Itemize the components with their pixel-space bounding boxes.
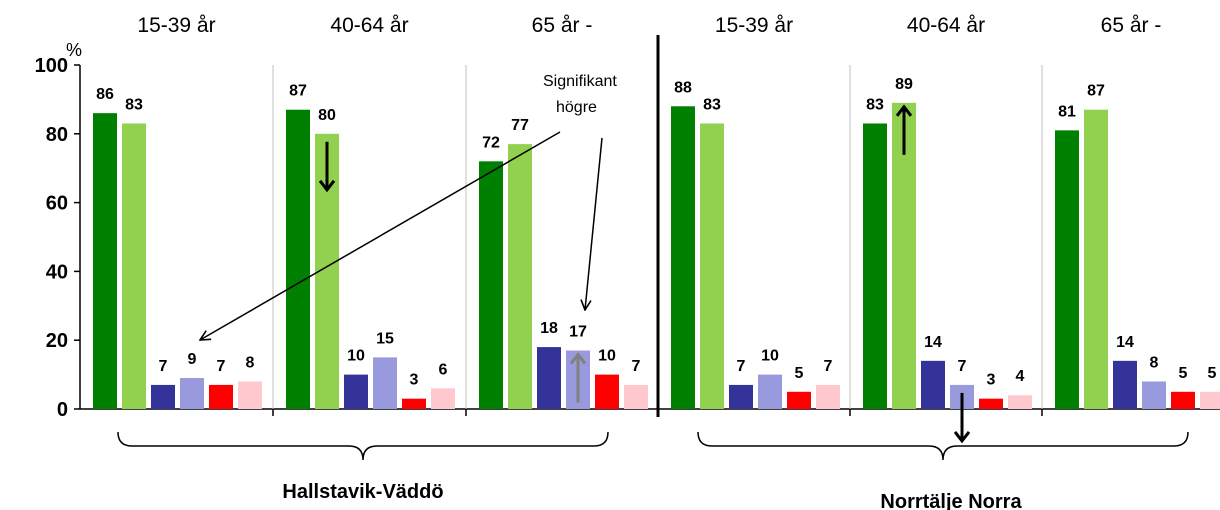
annotation-pointer: [585, 137, 603, 310]
bar: [508, 144, 532, 409]
bar: [1084, 109, 1108, 409]
region-brace: [697, 431, 1189, 461]
data-label: 7: [737, 358, 746, 375]
region-brace: [117, 431, 609, 461]
data-label: 88: [674, 79, 692, 96]
data-label: 7: [159, 358, 168, 375]
group-label: 15-39 år: [715, 14, 793, 37]
annotation-pointer: [200, 131, 561, 340]
bar: [787, 391, 811, 409]
bar: [816, 384, 840, 409]
bars: [93, 102, 1220, 410]
y-tick-label: 80: [46, 124, 68, 146]
data-label: 83: [866, 96, 884, 113]
bar: [209, 384, 233, 409]
y-tick-label: 100: [35, 55, 68, 77]
bar: [479, 161, 503, 409]
data-label: 10: [598, 348, 616, 365]
bar: [402, 398, 426, 409]
bar: [93, 113, 117, 409]
data-label: 17: [569, 324, 587, 341]
bar: [1200, 391, 1220, 409]
data-label: 5: [795, 365, 804, 382]
group-label: 40-64 år: [907, 14, 985, 37]
bar: [151, 384, 175, 409]
data-label: 14: [1116, 334, 1134, 351]
significance-arrowhead: [569, 352, 587, 365]
bar: [122, 123, 146, 409]
bar: [863, 123, 887, 409]
data-label: 3: [410, 372, 419, 389]
data-label: 8: [246, 354, 255, 371]
group-label: 65 år -: [1101, 14, 1162, 37]
data-label: 72: [482, 134, 500, 151]
y-tick-label: 0: [57, 399, 68, 421]
bar: [238, 381, 262, 409]
y-axis-unit: %: [66, 40, 82, 60]
bar: [979, 398, 1003, 409]
bar: [286, 109, 310, 409]
region-label: Norrtälje Norra: [880, 491, 1022, 510]
bar: [180, 378, 204, 409]
bar: [671, 106, 695, 409]
data-label: 15: [376, 330, 394, 347]
bar: [729, 384, 753, 409]
region-label: Hallstavik-Väddö: [282, 481, 443, 503]
bar: [537, 347, 561, 409]
data-label: 18: [540, 320, 558, 337]
annotations: Signifikant högre: [200, 73, 971, 444]
bar: [595, 374, 619, 409]
bar: [1008, 395, 1032, 409]
bar: [1171, 391, 1195, 409]
annotation-text: Signifikant högre: [543, 73, 617, 116]
data-label: 7: [824, 358, 833, 375]
data-label: 10: [347, 348, 365, 365]
data-label: 87: [1087, 83, 1105, 100]
bar: [431, 388, 455, 409]
data-label: 86: [96, 86, 114, 103]
bar: [373, 357, 397, 409]
data-label: 5: [1179, 365, 1188, 382]
y-tick-label: 40: [46, 261, 68, 283]
group-label: 65 år -: [532, 14, 593, 37]
data-label: 83: [125, 96, 143, 113]
group-label: 15-39 år: [137, 14, 215, 37]
bar: [700, 123, 724, 409]
y-tick-label: 60: [46, 193, 68, 215]
bar: [1113, 360, 1137, 409]
data-label: 10: [761, 348, 779, 365]
bar: [624, 384, 648, 409]
bar: [758, 374, 782, 409]
data-label: 7: [217, 358, 226, 375]
data-label: 81: [1058, 103, 1076, 120]
data-label: 9: [188, 351, 197, 368]
data-label: 8: [1150, 354, 1159, 371]
significance-arrowhead: [895, 104, 913, 117]
group-label: 40-64 år: [330, 14, 408, 37]
bar: [921, 360, 945, 409]
significance-arrowhead: [318, 179, 336, 193]
bar: [1142, 381, 1166, 409]
data-label: 87: [289, 83, 307, 100]
data-label: 80: [318, 107, 336, 124]
y-tick-label: 20: [46, 330, 68, 352]
data-label: 83: [703, 96, 721, 113]
bar: [344, 374, 368, 409]
data-label: 14: [924, 334, 942, 351]
data-label: 77: [511, 117, 529, 134]
data-label: 7: [958, 358, 967, 375]
data-label: 7: [632, 358, 641, 375]
data-label: 5: [1208, 365, 1217, 382]
significance-arrowhead: [953, 430, 971, 444]
data-label: 89: [895, 76, 913, 93]
data-label: 3: [987, 372, 996, 389]
bar: [1055, 130, 1079, 410]
data-label: 6: [439, 361, 448, 378]
data-label: 4: [1016, 368, 1025, 385]
